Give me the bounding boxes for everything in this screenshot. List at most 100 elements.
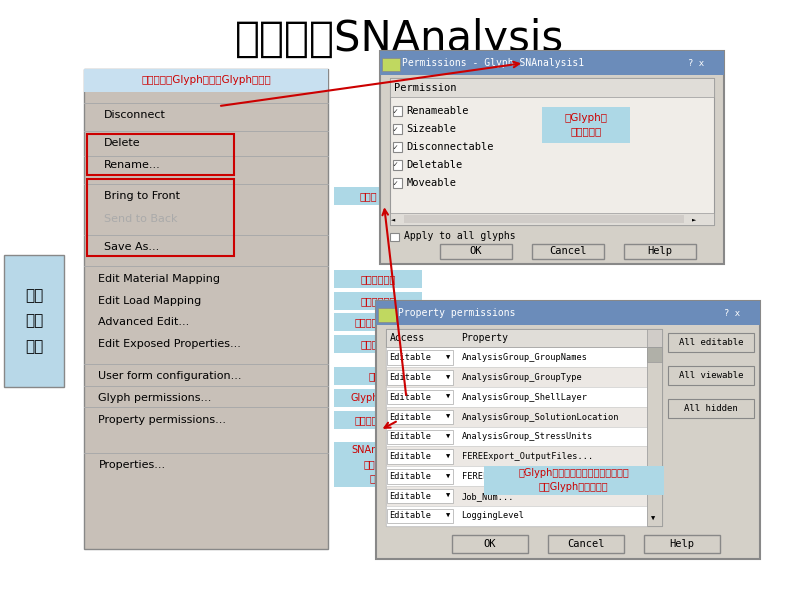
Bar xyxy=(387,370,453,385)
Bar xyxy=(668,399,754,418)
Text: Property: Property xyxy=(462,334,509,343)
Text: Job_Num...: Job_Num... xyxy=(462,491,514,500)
Bar xyxy=(376,301,760,325)
Bar xyxy=(387,509,453,523)
Text: LoggingLevel: LoggingLevel xyxy=(462,511,525,520)
Text: Delete: Delete xyxy=(104,139,141,148)
Bar xyxy=(87,134,234,175)
Text: Glyph permissions...: Glyph permissions... xyxy=(98,393,212,403)
Bar xyxy=(334,442,422,487)
Bar xyxy=(387,430,453,444)
Text: AnalysisGroup_SolutionLocation: AnalysisGroup_SolutionLocation xyxy=(462,413,619,421)
Bar xyxy=(84,69,328,549)
Bar xyxy=(668,366,754,385)
Bar xyxy=(4,255,64,387)
Text: Glyph权限: Glyph权限 xyxy=(350,393,390,403)
Bar xyxy=(647,329,662,347)
Text: ✓: ✓ xyxy=(393,143,398,152)
Text: Permissions - Glyph SNAnalysis1: Permissions - Glyph SNAnalysis1 xyxy=(402,58,584,68)
Bar xyxy=(532,244,604,259)
Bar xyxy=(393,142,402,152)
Bar xyxy=(87,179,234,256)
Text: Editable: Editable xyxy=(389,432,430,441)
Bar xyxy=(386,446,647,466)
Bar xyxy=(334,313,398,331)
Text: Help: Help xyxy=(670,539,694,549)
Bar xyxy=(452,535,528,553)
Bar xyxy=(390,78,714,97)
Text: Moveable: Moveable xyxy=(406,178,456,188)
Text: Sizeable: Sizeable xyxy=(406,124,456,134)
Text: ►: ► xyxy=(692,216,696,222)
Text: Editable: Editable xyxy=(389,373,430,382)
Bar xyxy=(393,160,402,170)
Text: ▼: ▼ xyxy=(446,374,450,380)
Text: ✓: ✓ xyxy=(393,107,398,115)
Text: ▼: ▼ xyxy=(446,394,450,400)
Text: 对Glyph进
行若干设置: 对Glyph进 行若干设置 xyxy=(564,113,607,137)
Bar xyxy=(378,308,396,322)
Text: FEREExpo...: FEREExpo... xyxy=(462,472,519,481)
Text: Property permissions: Property permissions xyxy=(398,308,515,318)
Text: All viewable: All viewable xyxy=(679,371,743,380)
Text: 不解释: 不解释 xyxy=(359,191,378,201)
Text: ▼: ▼ xyxy=(446,414,450,420)
Bar xyxy=(380,51,724,75)
Text: Editable: Editable xyxy=(389,491,430,500)
Text: 编辑载荷属性: 编辑载荷属性 xyxy=(361,296,396,306)
Bar xyxy=(390,78,714,225)
Bar xyxy=(334,187,402,205)
Text: FEREExport_OutputFiles...: FEREExport_OutputFiles... xyxy=(462,452,593,461)
Text: 断开所有本Glyph与某余Glyph的连接: 断开所有本Glyph与某余Glyph的连接 xyxy=(141,76,271,85)
Text: ▼: ▼ xyxy=(651,516,656,522)
Text: Editable: Editable xyxy=(389,452,430,461)
Text: Apply to all glyphs: Apply to all glyphs xyxy=(404,232,516,241)
Text: Permission: Permission xyxy=(394,83,457,92)
Text: Editable: Editable xyxy=(389,353,430,362)
Text: ◄: ◄ xyxy=(391,216,395,222)
Bar xyxy=(647,347,662,526)
Bar xyxy=(386,347,647,367)
Text: ✓: ✓ xyxy=(393,179,398,187)
Text: ✓: ✓ xyxy=(393,125,398,134)
Bar xyxy=(483,466,663,494)
Text: Access: Access xyxy=(390,334,425,343)
Bar xyxy=(84,69,328,92)
Bar xyxy=(387,489,453,503)
Text: AnalysisGroup_ShellLayer: AnalysisGroup_ShellLayer xyxy=(462,392,587,402)
Bar xyxy=(387,350,453,365)
Bar xyxy=(334,335,422,353)
Bar xyxy=(624,244,696,259)
Text: 编辑抛出属性: 编辑抛出属性 xyxy=(361,339,396,349)
Text: Edit Exposed Properties...: Edit Exposed Properties... xyxy=(98,339,242,349)
Text: 属性权限: 属性权限 xyxy=(354,415,378,425)
Text: Editable: Editable xyxy=(389,472,430,481)
Text: 右键单击SNAnalysis: 右键单击SNAnalysis xyxy=(235,18,565,60)
Bar xyxy=(334,389,406,407)
Text: Editable: Editable xyxy=(389,413,430,421)
Text: Advanced Edit...: Advanced Edit... xyxy=(98,317,190,328)
Bar xyxy=(387,449,453,464)
Bar xyxy=(334,270,422,288)
Text: 高级编辑: 高级编辑 xyxy=(354,317,378,328)
Bar xyxy=(387,390,453,404)
Text: ? x: ? x xyxy=(688,58,704,67)
Bar xyxy=(647,347,662,362)
Text: Deletable: Deletable xyxy=(406,160,462,170)
Text: ▼: ▼ xyxy=(446,493,450,499)
Text: ▼: ▼ xyxy=(446,473,450,479)
Bar xyxy=(386,407,647,427)
Text: Editable: Editable xyxy=(389,392,430,402)
Text: OK: OK xyxy=(484,539,496,549)
Text: All editable: All editable xyxy=(679,338,743,347)
Text: Disconnectable: Disconnectable xyxy=(406,142,494,152)
Text: ▼: ▼ xyxy=(446,513,450,519)
Text: Renameable: Renameable xyxy=(406,106,469,116)
Bar xyxy=(393,124,402,134)
Bar xyxy=(542,107,630,143)
Bar xyxy=(380,51,724,264)
Bar xyxy=(404,215,684,223)
Text: ▼: ▼ xyxy=(446,434,450,440)
Text: ✓: ✓ xyxy=(393,160,398,169)
Bar xyxy=(668,333,754,352)
